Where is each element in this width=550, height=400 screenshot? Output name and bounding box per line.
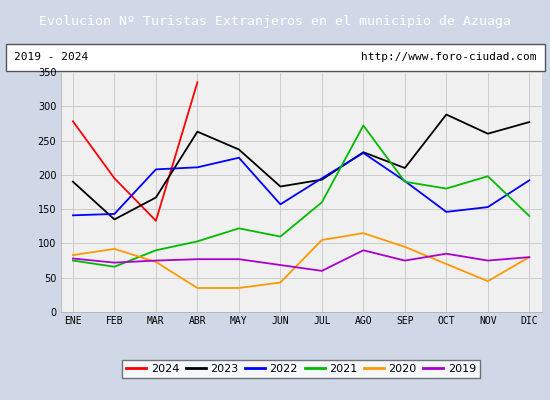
Text: 2019 - 2024: 2019 - 2024: [14, 52, 88, 62]
Text: http://www.foro-ciudad.com: http://www.foro-ciudad.com: [361, 52, 536, 62]
FancyBboxPatch shape: [6, 44, 544, 70]
Legend: 2024, 2023, 2022, 2021, 2020, 2019: 2024, 2023, 2022, 2021, 2020, 2019: [122, 360, 481, 378]
Text: Evolucion Nº Turistas Extranjeros en el municipio de Azuaga: Evolucion Nº Turistas Extranjeros en el …: [39, 14, 511, 28]
